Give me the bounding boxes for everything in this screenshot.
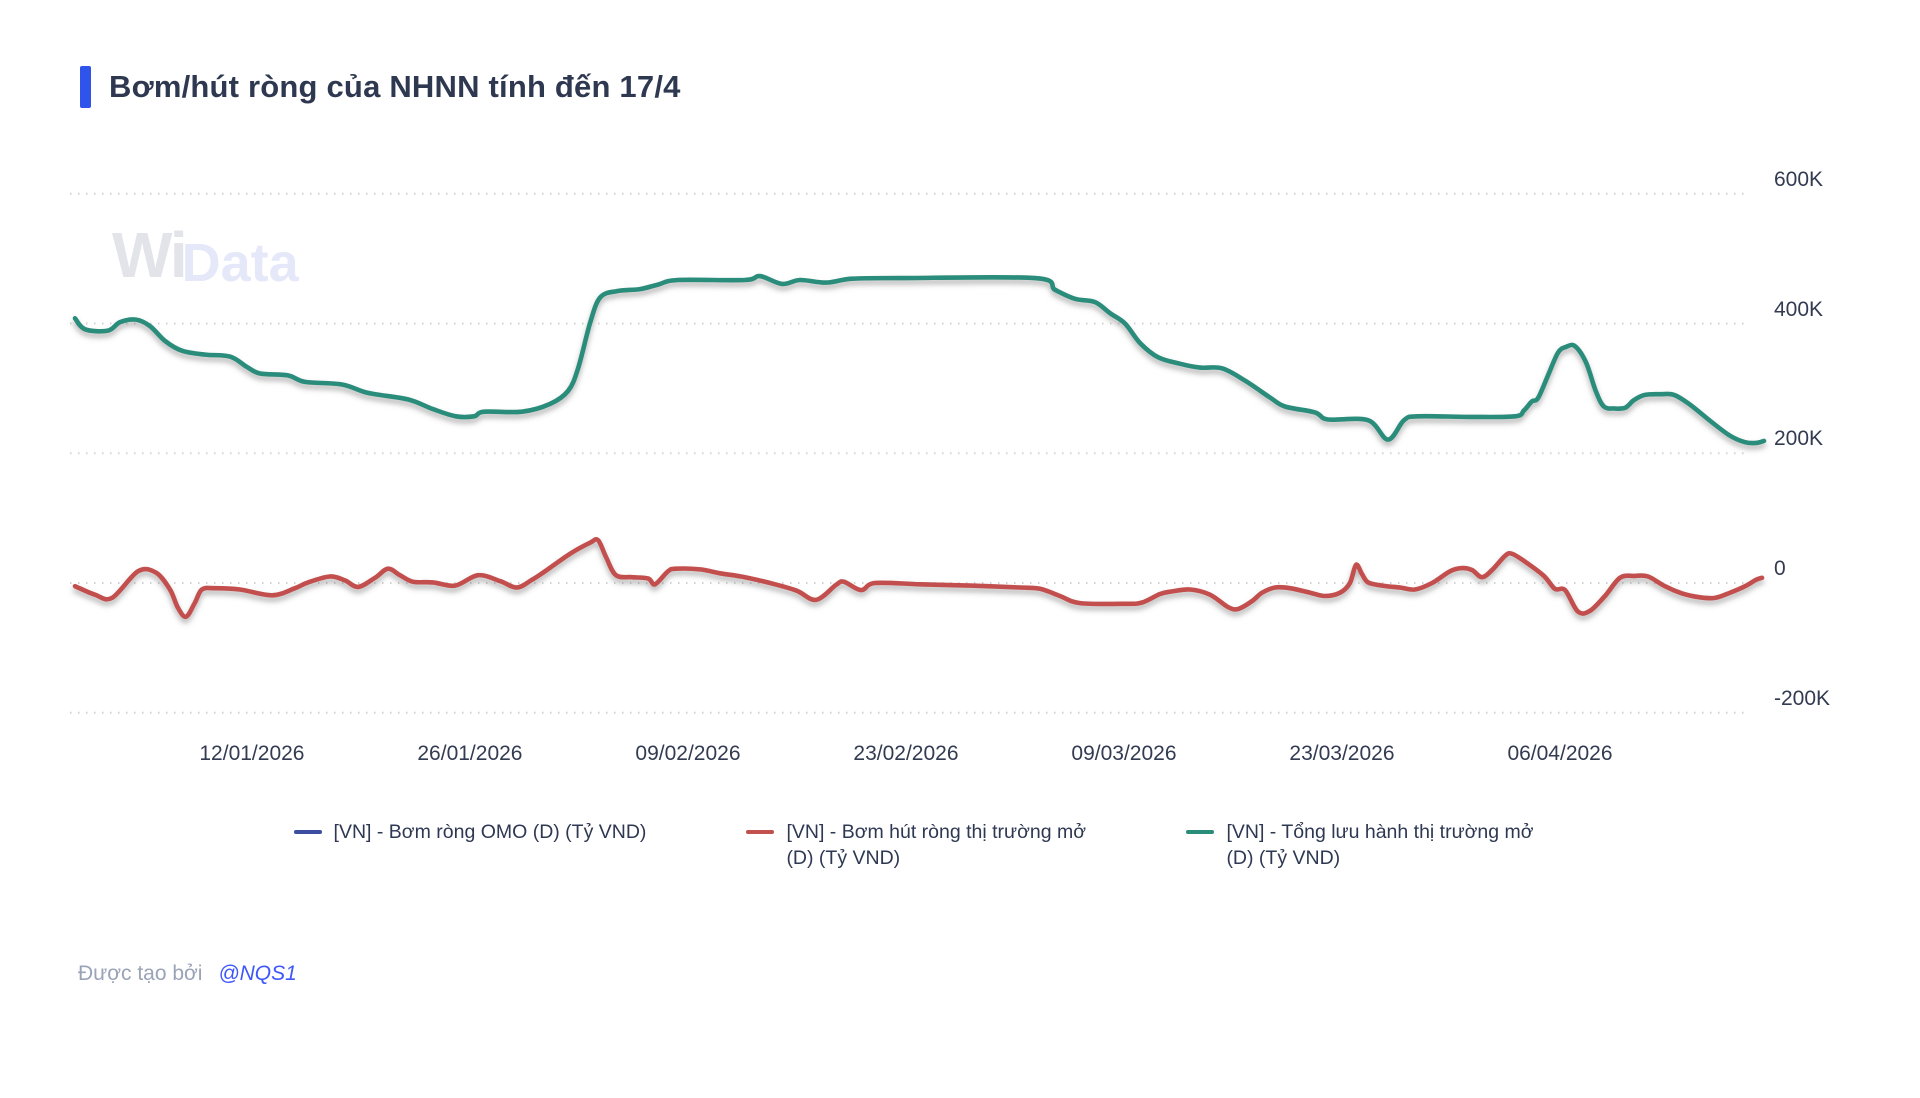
series-line-2 bbox=[72, 536, 1765, 620]
watermark-wi: Wi bbox=[112, 219, 188, 291]
legend-item-2[interactable]: [VN] - Bơm hút ròng thị trường mở (D) (T… bbox=[746, 820, 1086, 871]
legend-label: [VN] - Tổng lưu hành thị trường mở (D) (… bbox=[1226, 821, 1534, 869]
x-axis-tick-label: 12/01/2026 bbox=[199, 742, 305, 765]
footer-credit-text: Được tạo bởi bbox=[78, 962, 203, 985]
legend-swatch-icon bbox=[1186, 830, 1215, 834]
page-title: Bơm/hút ròng của NHNN tính đến 17/4 bbox=[109, 69, 681, 104]
y-axis-tick-label: 0 bbox=[1774, 557, 1786, 580]
legend-label: [VN] - Bơm hút ròng thị trường mở (D) (T… bbox=[786, 821, 1087, 869]
footer-author-link[interactable]: @NQS1 bbox=[218, 962, 297, 985]
y-axis-tick-label: 600K bbox=[1774, 167, 1824, 191]
widata-watermark-logo: WiData bbox=[112, 218, 303, 293]
x-axis-tick-label: 23/02/2026 bbox=[853, 742, 959, 765]
legend-item-3[interactable]: [VN] - Tổng lưu hành thị trường mở (D) (… bbox=[1186, 820, 1546, 871]
title-accent-bar bbox=[80, 66, 91, 108]
chart-header: Bơm/hút ròng của NHNN tính đến 17/4 bbox=[80, 66, 681, 108]
gridlines bbox=[70, 192, 1750, 714]
legend-label: [VN] - Bơm ròng OMO (D) (Tỷ VND) bbox=[333, 821, 647, 843]
legend-swatch-icon bbox=[746, 830, 775, 834]
chart-legend: [VN] - Bơm ròng OMO (D) (Tỷ VND) [VN] - B… bbox=[120, 820, 1720, 871]
x-axis-tick-label: 09/03/2026 bbox=[1071, 742, 1177, 765]
legend-swatch-icon bbox=[293, 830, 322, 834]
y-axis-tick-label: 400K bbox=[1774, 297, 1824, 321]
legend-item-1[interactable]: [VN] - Bơm ròng OMO (D) (Tỷ VND) bbox=[293, 820, 647, 846]
series-line-3 bbox=[72, 273, 1767, 446]
footer: Được tạo bởi @NQS1 bbox=[78, 962, 297, 986]
x-axis-tick-label: 09/02/2026 bbox=[635, 742, 741, 765]
series-paths bbox=[72, 273, 1767, 620]
y-axis-tick-label: -200K bbox=[1774, 686, 1831, 710]
x-axis-tick-label: 23/03/2026 bbox=[1289, 742, 1395, 765]
x-axis-tick-label: 06/04/2026 bbox=[1507, 742, 1613, 765]
x-axis-tick-label: 26/01/2026 bbox=[417, 742, 523, 765]
y-axis-tick-label: 200K bbox=[1774, 427, 1824, 451]
watermark-data: Data bbox=[181, 233, 299, 293]
